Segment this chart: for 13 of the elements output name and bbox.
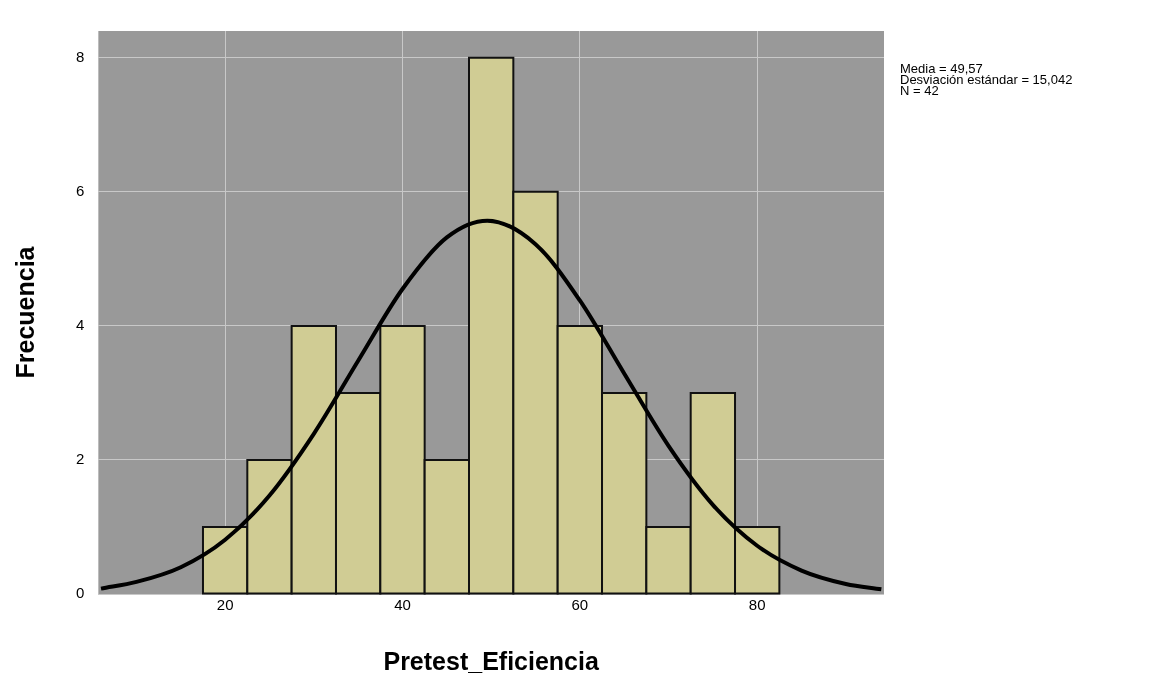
y-axis-title: Frecuencia [10, 245, 39, 379]
x-tick-label: 80 [748, 596, 766, 614]
x-axis-title: Pretest_Eficiencia [383, 646, 600, 675]
line-series [99, 218, 884, 592]
y-tick-label: 4 [76, 316, 85, 334]
y-tick-label: 2 [76, 450, 85, 468]
x-tick-label: 60 [571, 596, 589, 614]
x-tick-label: 40 [394, 596, 411, 614]
y-tick-label: 0 [76, 584, 85, 602]
x-tick-label: 20 [216, 596, 234, 614]
y-tick-label: 6 [76, 182, 85, 199]
y-tick-label: 8 [76, 47, 85, 65]
text: N = 42 [900, 83, 939, 99]
